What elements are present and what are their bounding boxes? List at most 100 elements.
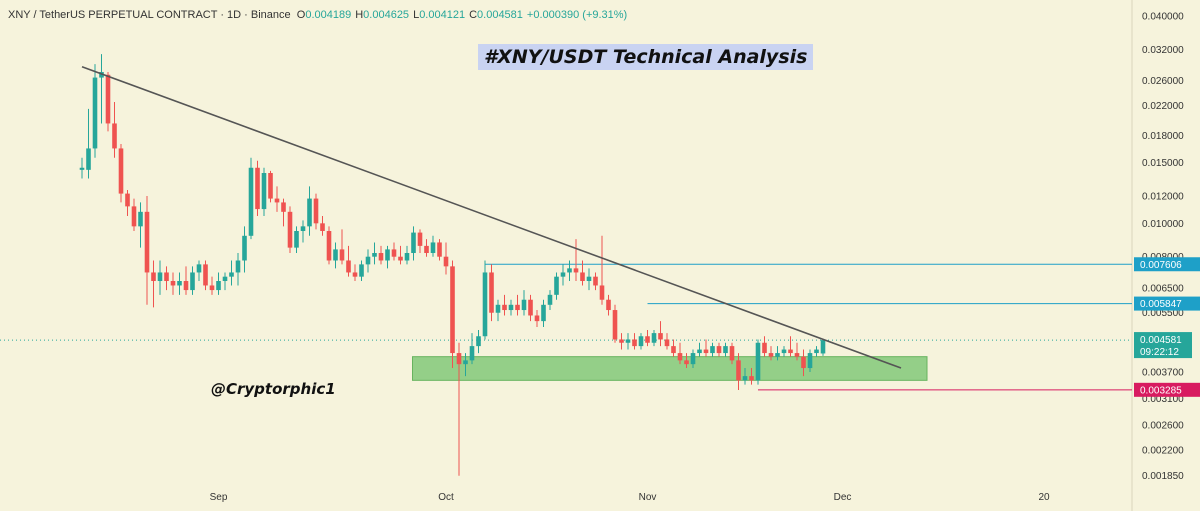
candle-body — [541, 304, 546, 322]
candle — [801, 349, 806, 377]
candle — [742, 368, 748, 385]
candle — [222, 272, 228, 291]
candle — [554, 272, 559, 300]
candle-body — [703, 349, 709, 354]
candle-body — [599, 285, 605, 300]
candle-body — [326, 230, 332, 261]
chart-title: #XNY/USDT Technical Analysis — [478, 44, 814, 70]
symbol-header: XNY / TetherUS PERPETUAL CONTRACT · 1D ·… — [8, 9, 631, 21]
candle-body — [801, 356, 806, 369]
candle-body — [424, 245, 429, 254]
candle-body — [320, 223, 325, 231]
candle — [710, 342, 715, 357]
candle-body — [554, 276, 559, 295]
candle-body — [781, 349, 787, 354]
candle — [190, 266, 195, 295]
candle — [326, 226, 332, 265]
support-price-label: 0.003285 — [1140, 385, 1182, 396]
author-watermark: @Cryptorphic1 — [211, 380, 336, 398]
candle-body — [489, 272, 494, 313]
y-tick-label: 0.002200 — [1142, 445, 1184, 456]
candle — [489, 264, 494, 322]
candle-body — [274, 198, 280, 203]
candle-body — [417, 232, 423, 246]
candle — [294, 226, 299, 254]
y-tick-label: 0.002600 — [1142, 420, 1184, 431]
candle — [651, 330, 657, 347]
candle — [632, 333, 637, 350]
y-tick-label: 0.005500 — [1142, 308, 1184, 319]
candle — [619, 333, 624, 350]
current-price-badge — [1134, 332, 1192, 359]
candle-body — [268, 173, 273, 199]
candle-body — [372, 253, 377, 257]
candle-body — [281, 202, 286, 212]
candle — [749, 368, 754, 385]
resistance-1-price-label: 0.007606 — [1140, 260, 1182, 271]
candle — [313, 193, 319, 230]
candle — [560, 264, 566, 286]
candle-body — [398, 256, 403, 261]
y-tick-label: 0.001850 — [1142, 471, 1184, 482]
candle-body — [690, 353, 696, 365]
candle — [320, 216, 325, 236]
candle-body — [437, 242, 442, 257]
candle — [820, 338, 826, 356]
candle — [807, 349, 813, 373]
candle-body — [742, 376, 748, 381]
candle — [86, 108, 91, 179]
candle — [502, 294, 507, 316]
candle-body — [261, 173, 267, 210]
candle-body — [755, 342, 761, 381]
close-value: 0.004581 — [477, 9, 523, 21]
candle — [151, 260, 156, 308]
candle — [645, 330, 650, 347]
candle-body — [723, 346, 728, 354]
x-tick-label: Sep — [210, 492, 228, 503]
candle-body — [658, 333, 663, 340]
resistance-2-price-label: 0.005847 — [1140, 299, 1182, 310]
candle — [424, 239, 429, 257]
candle-body — [482, 272, 488, 337]
candle — [664, 333, 670, 350]
candle-body — [736, 360, 741, 381]
candle-body — [346, 260, 351, 273]
candle — [404, 245, 410, 265]
candle — [521, 290, 527, 316]
candle — [105, 72, 111, 132]
candle — [775, 346, 780, 361]
candle — [443, 242, 449, 275]
candle — [183, 266, 189, 295]
candle-body — [287, 211, 293, 248]
candle-body — [775, 353, 780, 357]
y-tick-label: 0.015000 — [1142, 158, 1184, 169]
candle-body — [508, 304, 514, 311]
low-label: L — [413, 9, 420, 21]
symbol-label[interactable]: XNY / TetherUS PERPETUAL CONTRACT · 1D ·… — [8, 9, 291, 21]
candle-body — [573, 268, 579, 273]
candle-body — [313, 198, 319, 224]
candle-body — [671, 346, 676, 354]
candle — [567, 260, 572, 282]
candle-body — [580, 272, 585, 282]
candle-body — [378, 253, 384, 261]
candle — [528, 294, 533, 322]
candle-body — [677, 353, 683, 361]
candle-body — [463, 360, 468, 365]
y-tick-label: 0.006500 — [1142, 283, 1184, 294]
candle-body — [807, 353, 813, 369]
candle — [352, 264, 358, 282]
candle-body — [86, 148, 91, 170]
candle — [242, 226, 247, 273]
candle — [625, 333, 631, 350]
candle — [463, 353, 468, 377]
candle-body — [710, 346, 715, 354]
candle-body — [593, 276, 598, 286]
candle — [599, 235, 605, 305]
y-tick-label: 0.032000 — [1142, 45, 1184, 56]
candle — [261, 167, 267, 217]
candle-body — [547, 294, 553, 305]
candle-body — [534, 315, 540, 322]
